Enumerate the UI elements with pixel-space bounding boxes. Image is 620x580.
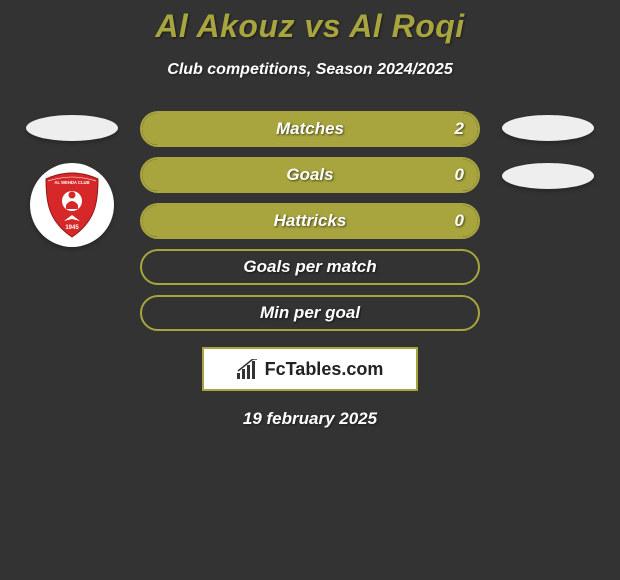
left-player-ellipse (26, 115, 118, 141)
club-shield-icon: AL WEHDA CLUB 1945 (42, 171, 102, 239)
stat-value-right: 0 (455, 165, 464, 185)
stat-label: Matches (276, 119, 344, 139)
left-club-badge: AL WEHDA CLUB 1945 (30, 163, 114, 247)
page-title: Al Akouz vs Al Roqi (0, 8, 620, 45)
stat-row-matches: Matches 2 (140, 111, 480, 147)
stat-label: Hattricks (274, 211, 347, 231)
stat-row-mpg: Min per goal (140, 295, 480, 331)
footer-date: 19 february 2025 (0, 409, 620, 429)
right-column (498, 111, 598, 189)
stat-row-goals: Goals 0 (140, 157, 480, 193)
page-subtitle: Club competitions, Season 2024/2025 (0, 61, 620, 79)
stat-row-hattricks: Hattricks 0 (140, 203, 480, 239)
stat-value-right: 0 (455, 211, 464, 231)
svg-text:1945: 1945 (65, 225, 79, 231)
stat-label: Goals per match (243, 257, 376, 277)
svg-text:AL WEHDA CLUB: AL WEHDA CLUB (54, 180, 89, 185)
right-club-ellipse (502, 163, 594, 189)
right-player-ellipse (502, 115, 594, 141)
stat-label: Min per goal (260, 303, 360, 323)
brand-text: FcTables.com (265, 359, 384, 380)
stats-area: AL WEHDA CLUB 1945 Matches 2 Goals (0, 111, 620, 331)
stat-bars: Matches 2 Goals 0 Hattricks 0 Goals per … (140, 111, 480, 331)
stat-value-right: 2 (455, 119, 464, 139)
stat-label: Goals (286, 165, 333, 185)
widget-container: Al Akouz vs Al Roqi Club competitions, S… (0, 0, 620, 429)
chart-icon (237, 359, 259, 379)
left-column: AL WEHDA CLUB 1945 (22, 111, 122, 247)
brand-box[interactable]: FcTables.com (202, 347, 418, 391)
stat-row-gpm: Goals per match (140, 249, 480, 285)
